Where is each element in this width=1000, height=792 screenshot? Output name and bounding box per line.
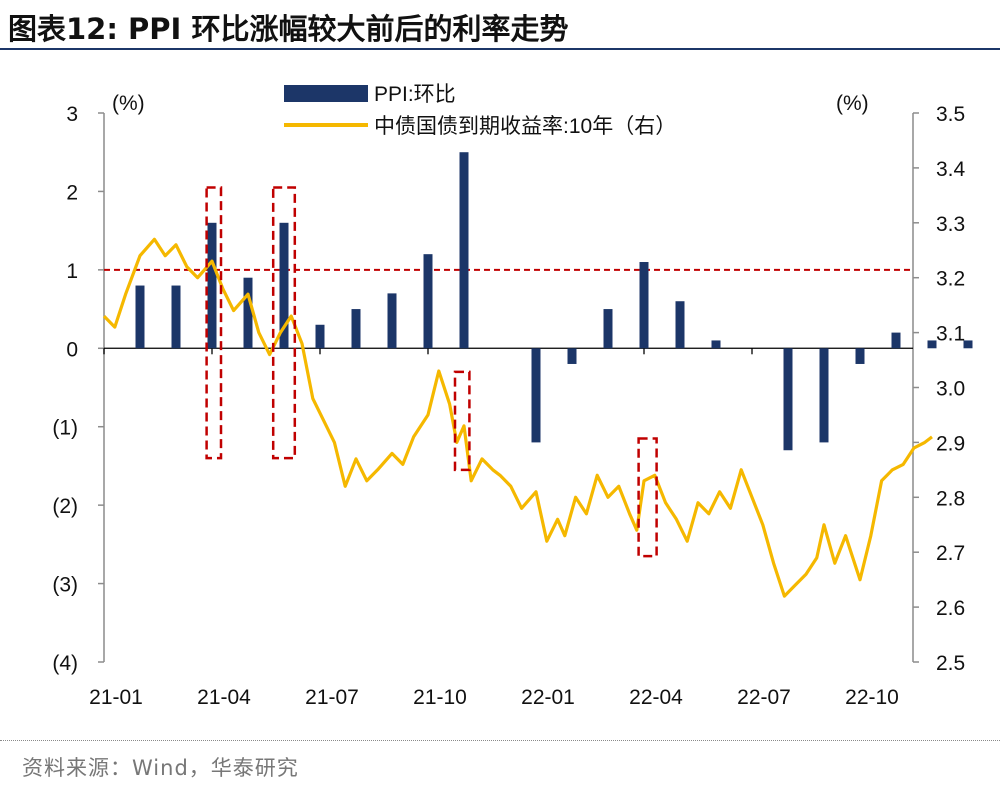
legend-swatch-ppi bbox=[284, 85, 368, 102]
left-axis-tick-label: (1) bbox=[52, 417, 78, 440]
right-axis-tick-label: 3.5 bbox=[936, 103, 965, 126]
axis-labels-layer: 3 2 1 0 (1) (2) (3) (4) 3.5 3.4 3.3 3.2 3.1 3.0 2.9 2.8… bbox=[52, 92, 965, 709]
ppi-bar bbox=[855, 348, 865, 364]
left-axis-tick-label: 0 bbox=[66, 338, 78, 361]
highlight-box-layer bbox=[205, 186, 658, 558]
left-axis-tick-label: (4) bbox=[52, 652, 78, 675]
ppi-bar bbox=[675, 301, 685, 349]
x-axis-tick-label: 22-07 bbox=[737, 686, 791, 709]
right-axis-tick-label: 3.2 bbox=[936, 268, 965, 291]
right-axis-unit: (%) bbox=[836, 92, 869, 115]
right-axis-tick-label: 3.3 bbox=[936, 213, 965, 236]
ppi-bar bbox=[639, 262, 649, 349]
ppi-bar bbox=[783, 348, 793, 451]
ppi-bar bbox=[963, 340, 973, 349]
highlight-box bbox=[205, 186, 223, 460]
right-axis-tick-label: 3.4 bbox=[936, 158, 966, 181]
ppi-bar bbox=[171, 285, 181, 349]
ppi-bar bbox=[711, 340, 721, 349]
right-axis-tick-label: 3.1 bbox=[936, 323, 965, 346]
ppi-bar bbox=[459, 152, 469, 349]
right-axis-tick-label: 2.9 bbox=[936, 432, 965, 455]
highlight-box bbox=[271, 186, 297, 460]
ppi-bar bbox=[567, 348, 577, 364]
ppi-bar bbox=[531, 348, 541, 443]
ppi-bar bbox=[927, 340, 937, 349]
left-axis-tick-label: 3 bbox=[66, 103, 78, 126]
ppi-bar bbox=[135, 285, 145, 349]
yield-line bbox=[102, 237, 933, 598]
ppi-bar bbox=[243, 277, 253, 349]
source-note: 资料来源：Wind，华泰研究 bbox=[22, 756, 299, 780]
x-axis-tick-label: 21-10 bbox=[413, 686, 467, 709]
highlight-box bbox=[637, 437, 658, 558]
x-axis-tick-label: 22-01 bbox=[521, 686, 575, 709]
legend-label-ppi: PPI:环比 bbox=[374, 83, 456, 106]
bar-series-layer bbox=[135, 152, 973, 451]
right-axis-tick-label: 2.8 bbox=[936, 487, 965, 510]
source-divider bbox=[0, 740, 1000, 741]
axes-layer bbox=[98, 112, 919, 663]
right-axis-tick-label: 2.6 bbox=[936, 597, 965, 620]
x-axis-tick-label: 22-04 bbox=[629, 686, 683, 709]
line-series-layer bbox=[102, 237, 933, 598]
ppi-bar bbox=[819, 348, 829, 443]
right-axis-tick-label: 2.7 bbox=[936, 542, 965, 565]
right-axis-tick-label: 2.5 bbox=[936, 652, 965, 675]
left-axis-tick-label: 2 bbox=[66, 181, 78, 204]
highlight-box bbox=[453, 370, 471, 472]
ppi-bar bbox=[891, 332, 901, 349]
left-axis-tick-label: 1 bbox=[66, 260, 78, 283]
right-axis-tick-label: 3.0 bbox=[936, 378, 965, 401]
x-axis-tick-label: 21-07 bbox=[305, 686, 359, 709]
ppi-bar bbox=[423, 254, 433, 349]
ppi-bar bbox=[279, 222, 289, 349]
ppi-bar bbox=[351, 309, 361, 349]
chart-title: 图表12: PPI 环比涨幅较大前后的利率走势 bbox=[8, 12, 569, 46]
ppi-bar bbox=[387, 293, 397, 349]
ppi-bar bbox=[207, 222, 217, 349]
left-axis-tick-label: (3) bbox=[52, 574, 78, 597]
ppi-bar bbox=[315, 324, 325, 349]
x-axis-tick-label: 21-04 bbox=[197, 686, 251, 709]
left-axis-unit: (%) bbox=[112, 92, 145, 115]
left-axis-tick-label: (2) bbox=[52, 495, 78, 518]
ppi-bar bbox=[603, 309, 613, 349]
x-axis-tick-label: 22-10 bbox=[845, 686, 899, 709]
title-divider bbox=[0, 48, 1000, 50]
legend-label-yield: 中债国债到期收益率:10年（右） bbox=[374, 115, 676, 138]
x-axis-tick-label: 21-01 bbox=[89, 686, 143, 709]
